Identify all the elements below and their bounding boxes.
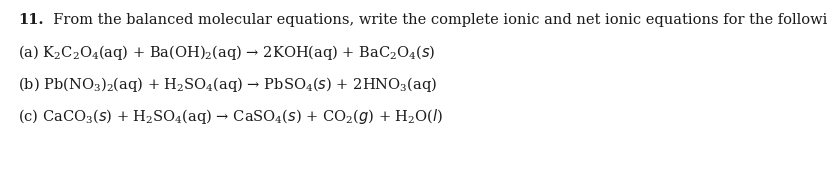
Text: 11.: 11. xyxy=(18,13,44,27)
Text: (b) $\mathregular{Pb(NO_3)_2}$(aq) + $\mathregular{H_2SO_4}$(aq) → $\mathregular: (b) $\mathregular{Pb(NO_3)_2}$(aq) + $\m… xyxy=(18,75,437,94)
Text: (a) $\mathregular{K_2C_2O_4}$(aq) + $\mathregular{Ba(OH)_2}$(aq) → 2KOH(aq) + $\: (a) $\mathregular{K_2C_2O_4}$(aq) + $\ma… xyxy=(18,43,435,62)
Text: (c) $\mathregular{CaCO_3}$($s$) + $\mathregular{H_2SO_4}$(aq) → $\mathregular{Ca: (c) $\mathregular{CaCO_3}$($s$) + $\math… xyxy=(18,107,442,126)
Text: From the balanced molecular equations, write the complete ionic and net ionic eq: From the balanced molecular equations, w… xyxy=(44,13,827,27)
